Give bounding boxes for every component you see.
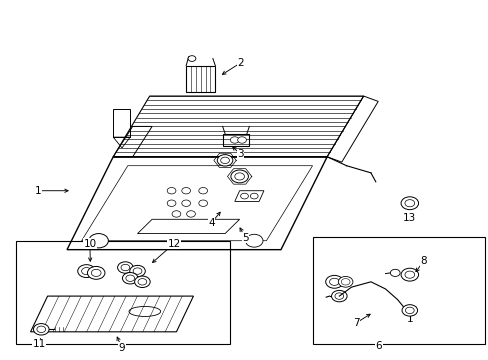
Text: 6: 6 <box>375 341 381 351</box>
Text: 4: 4 <box>208 218 214 228</box>
Text: 9: 9 <box>119 343 125 353</box>
Circle shape <box>81 267 91 275</box>
Circle shape <box>245 234 263 247</box>
Circle shape <box>122 273 138 284</box>
Text: 11: 11 <box>33 339 46 349</box>
Circle shape <box>230 170 248 183</box>
Circle shape <box>334 293 343 299</box>
Circle shape <box>230 137 239 143</box>
Circle shape <box>134 276 150 288</box>
Circle shape <box>188 56 196 62</box>
Circle shape <box>172 211 181 217</box>
Circle shape <box>125 275 134 282</box>
Text: 8: 8 <box>419 256 426 266</box>
Circle shape <box>78 265 95 278</box>
Circle shape <box>138 279 146 285</box>
Bar <box>186 66 215 93</box>
Circle shape <box>240 193 248 199</box>
Circle shape <box>237 137 246 143</box>
Circle shape <box>405 307 413 314</box>
Circle shape <box>331 291 346 302</box>
Circle shape <box>87 266 105 279</box>
Circle shape <box>250 193 258 199</box>
Circle shape <box>401 305 417 316</box>
Circle shape <box>400 268 418 281</box>
Text: 12: 12 <box>167 239 180 249</box>
Circle shape <box>182 200 190 206</box>
Circle shape <box>37 326 45 333</box>
Circle shape <box>325 275 343 288</box>
Text: 1: 1 <box>35 186 41 196</box>
Circle shape <box>121 264 129 271</box>
Circle shape <box>404 200 414 207</box>
Text: 2: 2 <box>237 58 244 68</box>
Circle shape <box>199 188 207 194</box>
Circle shape <box>129 265 145 277</box>
Circle shape <box>182 188 190 194</box>
Text: 10: 10 <box>83 239 96 249</box>
Circle shape <box>220 157 229 163</box>
Circle shape <box>234 173 244 180</box>
Circle shape <box>341 279 349 285</box>
Text: 7: 7 <box>352 318 359 328</box>
Text: 5: 5 <box>242 233 248 243</box>
Circle shape <box>400 197 418 210</box>
Circle shape <box>389 269 399 276</box>
Circle shape <box>167 200 176 206</box>
Circle shape <box>338 276 352 287</box>
Circle shape <box>167 188 176 194</box>
Circle shape <box>186 211 195 217</box>
Bar <box>312 237 484 344</box>
Bar <box>16 241 229 344</box>
Circle shape <box>404 271 414 278</box>
Text: 3: 3 <box>237 149 244 159</box>
Circle shape <box>217 155 232 166</box>
Circle shape <box>91 269 101 276</box>
Circle shape <box>199 200 207 206</box>
Text: 13: 13 <box>403 212 416 222</box>
Circle shape <box>133 268 142 274</box>
Circle shape <box>33 324 49 335</box>
Circle shape <box>89 234 108 248</box>
Circle shape <box>329 278 339 285</box>
Circle shape <box>117 262 133 273</box>
